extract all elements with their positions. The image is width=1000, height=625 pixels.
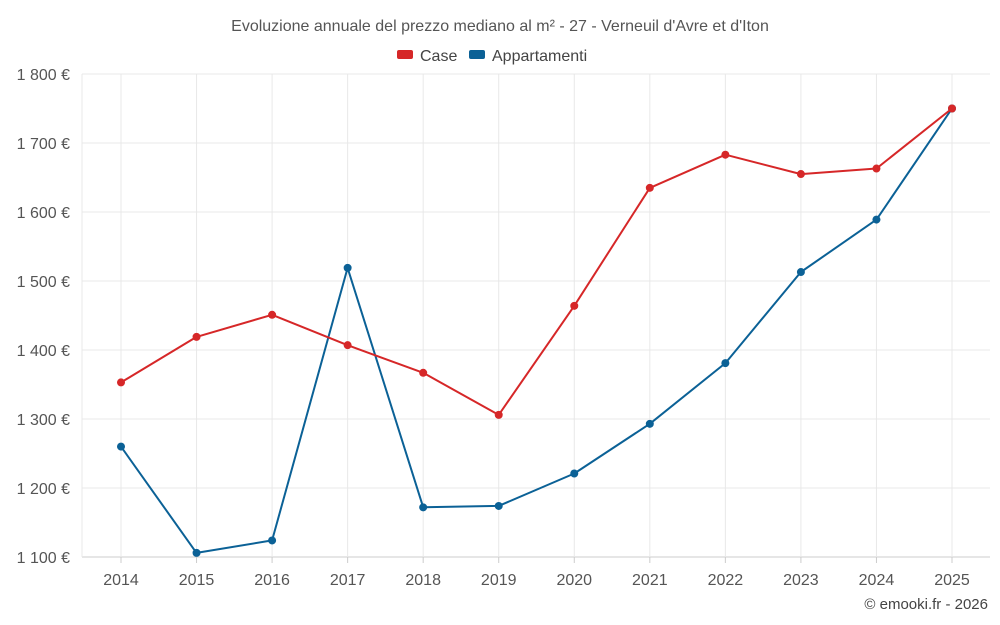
data-point-case[interactable] [494,410,503,419]
x-tick-label: 2018 [405,572,441,589]
x-tick-label: 2019 [481,572,517,589]
y-tick-label: 1 400 € [17,343,70,360]
data-point-appartamenti[interactable] [570,469,579,478]
series-line-appartamenti [120,107,953,554]
data-point-case[interactable] [872,164,881,173]
data-point-case[interactable] [117,378,125,387]
y-tick-label: 1 700 € [17,136,70,153]
y-tick-label: 1 200 € [17,481,70,498]
data-point-appartamenti[interactable] [117,442,125,451]
data-point-appartamenti[interactable] [494,501,503,510]
data-point-case[interactable] [721,150,730,159]
legend-swatch-case [397,50,413,59]
series-line-case [120,107,953,416]
gridlines [81,73,990,558]
x-tick-label: 2015 [179,572,215,589]
y-tick-label: 1 800 € [17,67,70,84]
data-point-appartamenti[interactable] [343,263,352,272]
data-point-appartamenti[interactable] [192,548,201,557]
x-tick-label: 2023 [783,572,819,589]
legend-swatch-appartamenti [469,50,485,59]
data-point-case[interactable] [268,310,277,319]
data-point-case[interactable] [645,183,654,192]
data-point-appartamenti[interactable] [721,359,730,368]
y-tick-label: 1 300 € [17,412,70,429]
data-point-case[interactable] [192,332,201,341]
chart-title: Evoluzione annuale del prezzo mediano al… [231,18,769,35]
legend: Case Appartamenti [397,48,587,65]
legend-label-case: Case [420,48,457,65]
x-tick-label: 2024 [859,572,895,589]
x-axis: 2014 2015 2016 2017 2018 2019 2020 2021 2022 2023… [103,557,970,589]
legend-label-appartamenti: Appartamenti [492,48,587,65]
y-axis: 1 100 € 1 200 € 1 300 € 1 400 € 1 500 € 1 600… [17,67,70,567]
data-point-case[interactable] [343,341,352,350]
data-point-appartamenti[interactable] [645,419,654,428]
x-tick-label: 2016 [254,572,290,589]
data-point-case[interactable] [570,301,579,310]
x-tick-label: 2025 [934,572,970,589]
series [117,104,956,557]
series-appartamenti [117,104,956,557]
data-point-case[interactable] [796,170,805,179]
x-tick-label: 2021 [632,572,668,589]
y-tick-label: 1 100 € [17,550,70,567]
x-tick-label: 2017 [330,572,366,589]
data-point-case[interactable] [419,368,428,377]
data-point-appartamenti[interactable] [872,215,881,224]
y-tick-label: 1 600 € [17,205,70,222]
x-tick-label: 2022 [708,572,744,589]
x-tick-label: 2020 [556,572,592,589]
y-tick-label: 1 500 € [17,274,70,291]
credit-text: © emooki.fr - 2026 [864,596,988,613]
legend-item-appartamenti[interactable]: Appartamenti [469,48,587,65]
data-point-appartamenti[interactable] [419,503,428,512]
series-case [117,104,956,419]
data-point-case[interactable] [948,104,956,113]
x-tick-label: 2014 [103,572,139,589]
data-point-appartamenti[interactable] [268,536,277,545]
data-point-appartamenti[interactable] [796,268,805,277]
legend-item-case[interactable]: Case [397,48,457,65]
